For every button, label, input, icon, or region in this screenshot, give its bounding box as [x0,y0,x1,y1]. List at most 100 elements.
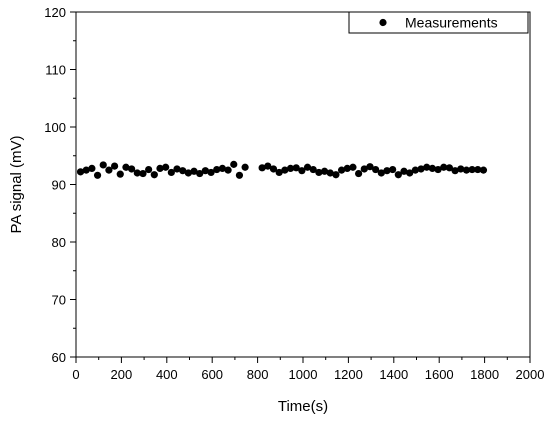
data-point [76,168,85,176]
x-tick-label: 1000 [289,367,318,382]
data-point [417,165,425,173]
y-tick-label: 60 [52,350,66,365]
y-axis-ticks: 60 70 80 90 100 110 120 [44,5,76,365]
x-tick-label: 1600 [425,367,454,382]
x-tick-label: 1400 [379,367,408,382]
x-axis-title: Time(s) [278,398,328,415]
data-point [258,164,266,172]
data-point [309,165,317,174]
x-axis-ticks: 0 200 400 600 800 1000 1200 1400 1600 1800 2000 [72,357,544,382]
data-point [423,163,431,171]
data-point [445,164,454,172]
data-point [139,169,147,178]
data-point [400,167,408,175]
y-tick-label: 110 [45,63,66,78]
data-point [145,165,153,174]
data-point [184,169,192,177]
data-point [303,163,312,171]
data-point [264,162,272,170]
data-point [326,169,334,177]
data-point [230,160,238,168]
data-point [99,161,107,169]
x-tick-label: 400 [156,367,178,382]
y-tick-label: 100 [44,120,66,135]
y-tick-label: 80 [52,235,66,250]
data-point [150,171,158,179]
data-point [349,163,357,171]
data-point [235,171,244,179]
data-point [320,167,329,175]
y-tick-label: 70 [52,293,66,308]
data-point [110,162,119,170]
data-point [173,165,181,173]
data-point [224,166,232,174]
data-point [93,171,102,179]
data-point [298,167,306,175]
data-point [167,168,175,177]
data-point [389,165,397,174]
data-point [122,163,130,171]
x-tick-label: 1200 [334,367,363,382]
data-point [196,169,204,178]
data-points [76,160,488,179]
data-point [292,164,300,172]
data-point [372,165,380,174]
data-point [355,169,363,178]
data-point [479,166,488,174]
data-point [275,168,283,177]
data-point [462,166,471,174]
data-point [162,163,170,171]
x-tick-label: 800 [247,367,269,382]
data-point [128,165,136,173]
x-tick-label: 2000 [516,367,545,382]
data-point [406,169,414,177]
plot-frame [75,11,531,358]
data-point [343,164,351,172]
data-point [377,169,385,177]
data-point [315,168,323,177]
x-tick-label: 0 [72,367,79,382]
data-point [468,165,476,174]
data-point [116,170,124,178]
x-tick-label: 200 [111,367,133,382]
x-tick-label: 1800 [470,367,499,382]
data-point [286,164,295,172]
data-point [411,166,419,174]
data-point [213,165,221,174]
x-tick-label: 600 [201,367,223,382]
data-point [218,164,227,172]
y-tick-label: 90 [52,178,66,193]
legend: Measurements [348,11,529,34]
y-tick-label: 120 [44,5,66,20]
legend-marker [379,18,387,27]
data-point [133,169,141,177]
data-point [156,164,164,172]
data-point [190,167,198,175]
data-point [451,167,459,175]
data-point [474,165,482,174]
data-point [179,167,187,175]
legend-box [348,11,529,34]
data-point [88,164,96,172]
data-point [366,163,374,171]
data-point [269,165,278,173]
legend-label: Measurements [405,15,498,31]
data-point [207,168,215,177]
data-point [82,166,90,174]
data-point [428,164,436,172]
data-point [440,163,448,171]
data-point [360,165,368,173]
data-point [337,166,346,174]
data-point [241,163,249,171]
data-point [383,167,391,175]
data-point [394,171,402,179]
data-point [281,166,289,174]
data-point [105,166,113,174]
plot-border [75,11,531,358]
data-point [457,165,465,173]
data-point [434,165,442,174]
y-axis-title: PA signal (mV) [8,135,25,233]
data-point [201,167,209,175]
